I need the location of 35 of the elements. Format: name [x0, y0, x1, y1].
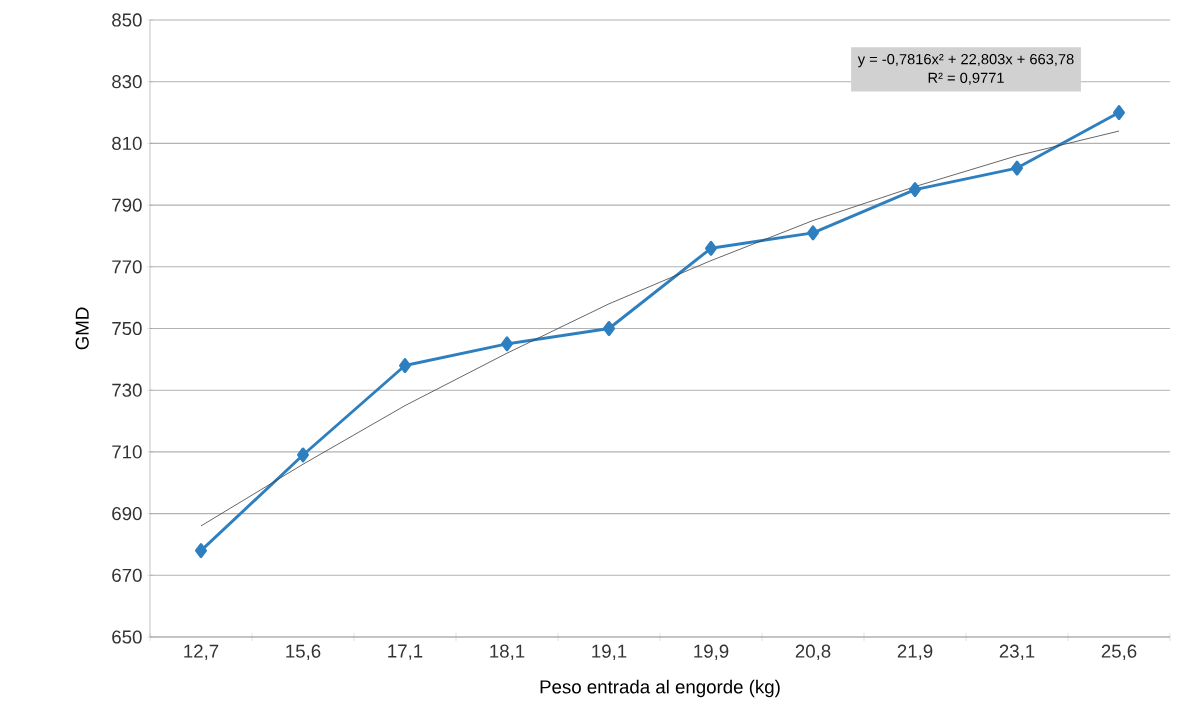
point: [501, 336, 513, 352]
y-tick-label: 790: [112, 198, 142, 212]
x-tick-label: 25,6: [1101, 644, 1137, 660]
y-axis-title: GMD: [75, 307, 89, 350]
y-tick-label: 710: [112, 445, 142, 459]
y-tick-label: 670: [112, 568, 142, 582]
point: [909, 182, 921, 198]
y-tick-label: 750: [112, 321, 142, 336]
x-tick-label: 12,7: [184, 644, 219, 660]
y-tick-label: 690: [112, 506, 142, 521]
y-tick-label: 730: [112, 383, 142, 397]
point: [1011, 160, 1023, 176]
x-tick-label: 19,9: [694, 644, 729, 660]
point: [399, 358, 411, 373]
x-tick-label: 23,1: [999, 644, 1035, 660]
point: [705, 240, 717, 256]
x-tick-label: 15,6: [286, 644, 321, 660]
y-tick-label: 650: [112, 630, 142, 644]
x-tick-label: 18,1: [490, 644, 525, 660]
x-tick-label: 19,1: [592, 644, 627, 660]
point: [1113, 105, 1125, 121]
annotation: R² = 0,9771: [928, 72, 1004, 85]
point: [195, 543, 207, 559]
point: [603, 321, 615, 336]
x-axis-title: Peso entrada al engorde (kg): [540, 679, 780, 698]
x-tick-label: 17,1: [388, 644, 423, 660]
x-tick-label: 20,8: [795, 644, 831, 660]
y-tick-label: 770: [112, 260, 142, 274]
annotation: y = -0,7816x² + 22,803x + 663,78: [857, 53, 1074, 68]
point: [297, 447, 309, 463]
y-tick-label: 830: [112, 75, 142, 89]
y-tick-label: 850: [112, 13, 142, 27]
point: [807, 225, 819, 241]
x-tick-label: 21,9: [897, 644, 933, 660]
y-tick-label: 810: [112, 136, 142, 151]
